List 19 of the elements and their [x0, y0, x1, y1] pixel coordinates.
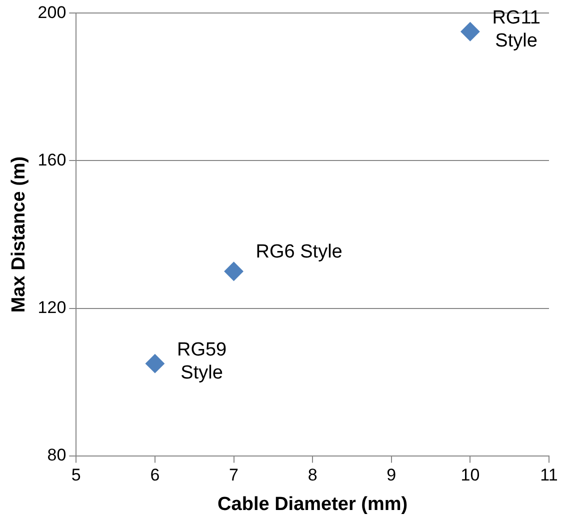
y-tick-label: 200: [38, 2, 66, 22]
x-tick-label: 5: [71, 466, 81, 485]
x-tick-label: 7: [229, 466, 239, 485]
y-axis-title: Max Distance (m): [8, 156, 30, 313]
x-tick-label: 9: [386, 466, 396, 485]
x-tick-label: 6: [150, 466, 160, 485]
x-axis-title: Cable Diameter (mm): [218, 494, 408, 515]
x-tick-label: 8: [308, 466, 318, 485]
point: [460, 22, 480, 42]
x-tick-label: 11: [540, 466, 558, 485]
point: [145, 354, 164, 374]
annotation: RG11 Style: [492, 7, 540, 52]
y-tick-label: 160: [38, 150, 66, 170]
point: [224, 262, 244, 281]
x-tick-label: 10: [460, 466, 480, 485]
y-tick-label: 120: [38, 298, 66, 317]
annotation: RG59 Style: [176, 339, 227, 384]
annotation: RG6 Style: [256, 242, 342, 263]
y-tick-label: 80: [47, 445, 66, 464]
